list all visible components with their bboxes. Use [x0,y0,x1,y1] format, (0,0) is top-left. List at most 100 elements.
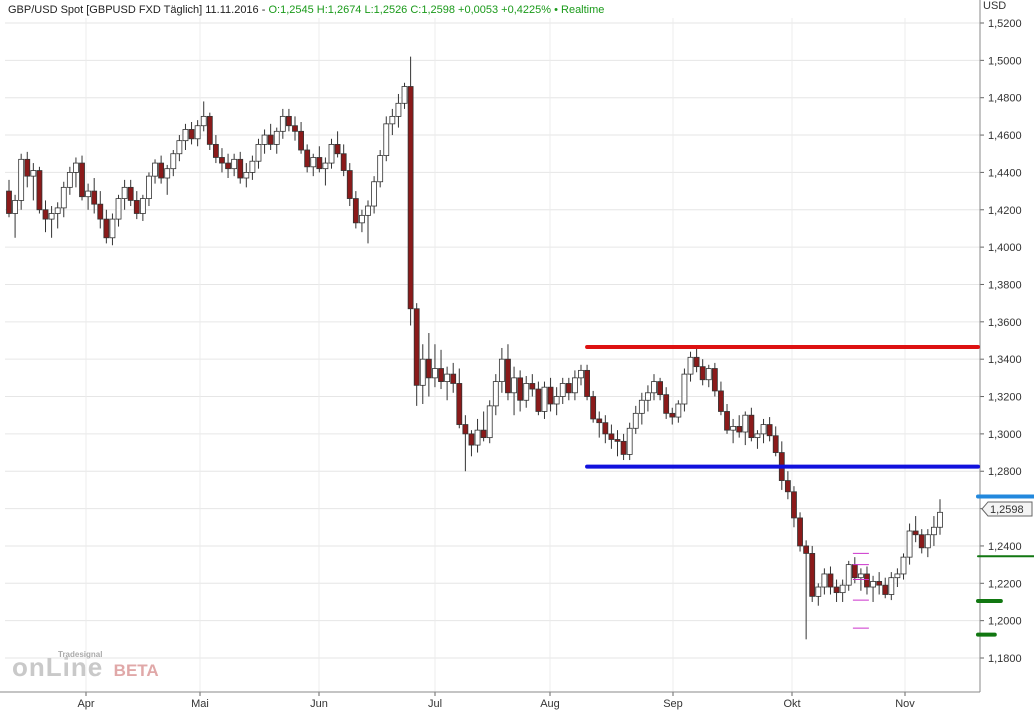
candle-body [121,186,128,199]
candle-body [407,86,414,310]
y-tick-label: 1,4200 [988,205,1022,217]
candle-body [365,205,371,216]
candle-body [389,115,396,125]
candle-body [645,392,651,401]
candle-body [438,368,444,382]
y-tick-label: 1,4400 [988,167,1022,179]
candle-body [638,399,645,414]
candle-body [876,581,883,586]
candle-body [705,368,712,381]
candle-body [602,422,609,435]
y-tick-label: 1,3800 [988,279,1022,291]
candle-body [97,203,104,220]
candle-body [24,158,31,177]
logo-brand: Tradesignal [58,650,103,659]
candle-body [517,377,524,401]
x-tick-label: Okt [783,698,800,710]
candle-body [60,186,67,209]
candle-body [827,573,834,588]
candle-body [249,160,256,173]
candle-body [395,102,402,117]
candle-body [839,584,846,594]
candle-body [784,480,791,493]
candle-body [182,129,189,142]
candle-body [231,158,238,170]
candle-body [237,158,244,179]
candle-body [511,377,517,394]
candle-body [383,123,390,157]
candle-body [194,125,201,140]
candle-body [480,429,487,439]
candle-body [286,115,292,127]
candle-body [115,198,122,220]
candle-body [48,213,55,220]
candle-body [170,153,177,170]
candle-body [316,157,323,170]
candle-body [176,140,183,155]
candle-body [206,115,213,145]
candle-body [864,573,870,588]
x-tick-label: Mai [191,698,209,710]
y-tick-label: 1,4800 [988,93,1022,105]
candle-body [578,369,584,379]
realtime-indicator: • Realtime [554,4,605,16]
candle-body [803,545,810,554]
logo-online: onLine [12,652,104,682]
candle-body [188,129,195,140]
candle-body [310,157,317,168]
instrument-title: GBP/USD Spot [GBPUSD FXD Täglich] 11.11.… [8,4,259,16]
candle-body [596,418,603,424]
y-tick-label: 1,3400 [988,354,1022,366]
candle-body [444,373,451,382]
tradesignal-logo: Tradesignal onLine BETA [12,650,159,683]
ohlc-values: O:1,2545 H:1,2674 L:1,2526 C:1,2598 +0,0… [268,4,552,16]
candle-body [608,433,615,440]
candle-body [292,125,298,132]
candle-body [152,162,158,177]
candle-body [158,162,165,179]
candle-body [553,396,560,405]
candle-body [675,403,682,418]
candle-body [620,440,627,455]
x-tick-label: Aug [540,698,560,710]
candle-body [450,373,457,384]
candle-body [85,190,92,198]
candle-body [267,134,274,145]
candle-body [772,435,779,453]
candle-body [66,172,73,188]
candle-body [42,209,49,220]
candle-body [328,143,335,164]
candle-body [425,358,432,379]
candle-body [225,162,231,170]
candle-body [663,394,670,414]
y-tick-label: 1,5000 [988,55,1022,67]
candle-body [255,143,262,162]
x-tick-label: Sep [663,698,683,710]
candle-body [334,143,341,155]
candle-body [681,373,688,405]
candle-body [857,573,864,579]
y-tick-label: 1,2200 [988,578,1022,590]
candle-body [340,153,347,171]
candle-body [718,390,724,412]
candle-body [30,170,37,177]
y-tick-label: 1,5200 [988,18,1022,30]
x-tick-label: Jul [428,698,442,710]
y-tick-label: 1,3000 [988,429,1022,441]
candle-body [413,308,420,386]
candle-body [565,383,572,394]
candle-body [474,429,481,446]
y-tick-label: 1,1800 [988,653,1022,665]
candle-body [419,358,426,386]
candle-body [304,149,311,168]
candle-body [273,130,280,145]
candle-body [91,190,98,205]
candle-body [742,414,749,433]
candle-body [748,414,755,439]
candle-body [888,577,895,595]
candle-body [657,381,663,396]
candle-body [535,388,542,412]
candle-body [322,162,329,170]
candle-body [559,383,566,397]
